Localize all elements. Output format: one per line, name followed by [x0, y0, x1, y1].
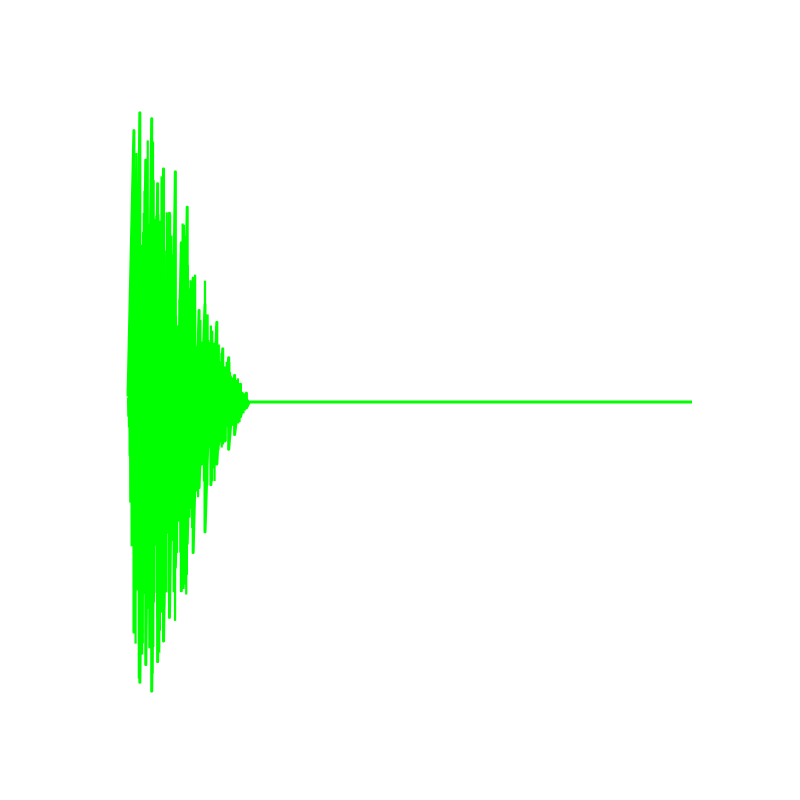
series-layer	[126, 111, 692, 693]
waveform-oscillation-fill	[126, 140, 250, 679]
waveform-series-line	[126, 111, 692, 693]
